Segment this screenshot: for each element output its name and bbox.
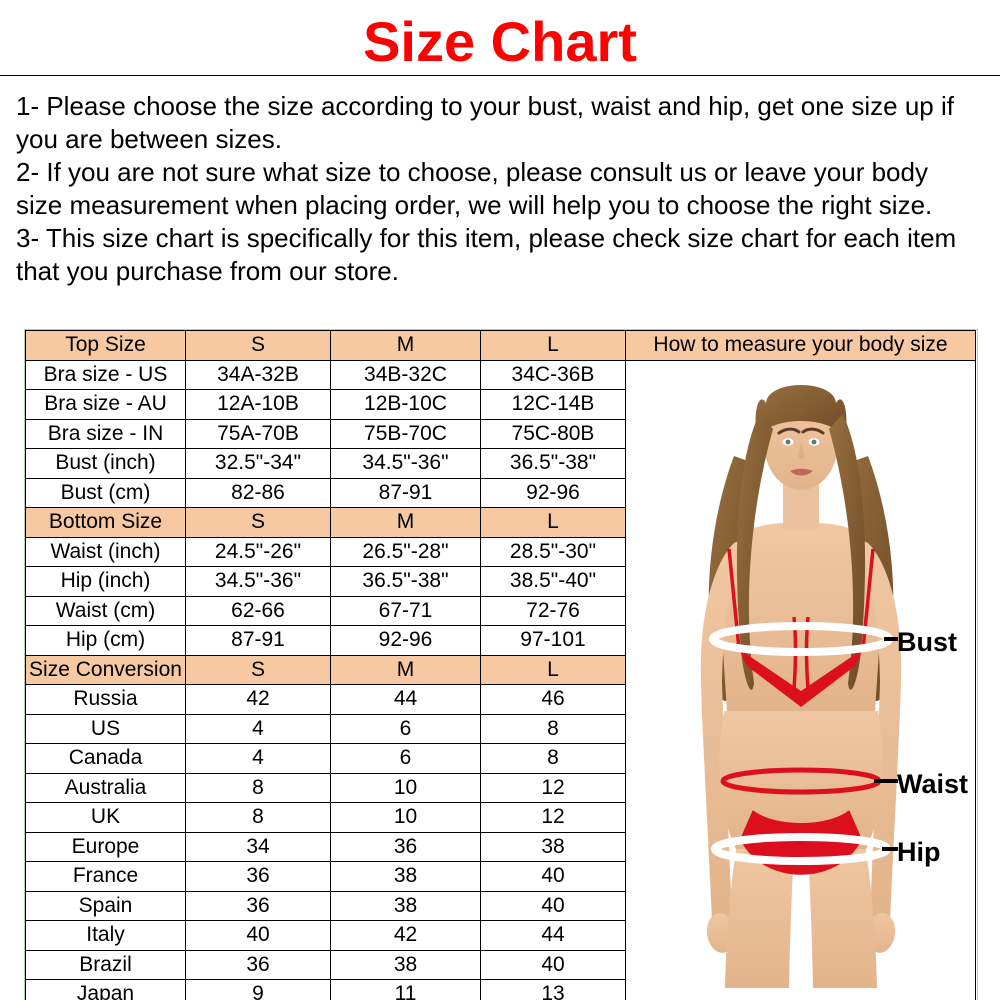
svg-text:Hip: Hip [897,837,941,867]
svg-text:Bust: Bust [897,627,957,657]
svg-text:Waist: Waist [897,769,968,799]
